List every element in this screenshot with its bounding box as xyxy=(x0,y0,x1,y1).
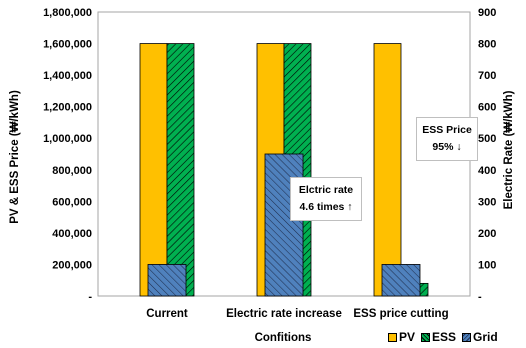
y2-axis-title: Electric Rate (₩/kWh) xyxy=(503,90,515,209)
bar-grid-current xyxy=(147,264,187,297)
annotation-electric-rate-line1: Elctric rate xyxy=(298,184,354,196)
right-tick-label: 200 xyxy=(478,228,496,240)
legend-swatch-ess xyxy=(421,332,431,342)
right-tick-label: 300 xyxy=(478,196,496,208)
annotation-ess-price: ESS Price 95% ↓ xyxy=(416,117,478,161)
legend-label-grid: Grid xyxy=(473,330,498,344)
annotation-ess-price-line2: 95% ↓ xyxy=(432,141,462,153)
left-axis-ticks: - 200,000 400,000 600,000 800,000 1,000,000 1,… xyxy=(43,7,92,303)
left-tick-label: 600,000 xyxy=(52,196,92,208)
right-tick-label: 600 xyxy=(478,102,496,114)
annotation-electric-rate: Elctric rate 4.6 times ↑ xyxy=(290,177,362,221)
right-tick-label: 900 xyxy=(478,7,496,19)
legend-swatch-pv xyxy=(388,332,397,342)
legend: PV ESS Grid xyxy=(388,329,498,345)
bar-grid-ess-price-cutting xyxy=(381,264,421,297)
right-tick-label: 400 xyxy=(478,165,496,177)
left-tick-label: - xyxy=(88,291,92,303)
annotation-ess-price-line1: ESS Price xyxy=(422,124,472,136)
right-tick-label: 700 xyxy=(478,70,496,82)
bars xyxy=(139,43,429,297)
bar-pv-ess-price-cutting xyxy=(373,43,402,297)
annotation-electric-rate-line2: 4.6 times ↑ xyxy=(299,201,353,213)
right-axis-ticks: - 100 200 300 400 500 600 700 800 900 xyxy=(478,7,496,303)
legend-swatch-grid xyxy=(462,332,472,342)
left-tick-label: 1,600,000 xyxy=(43,39,92,51)
right-tick-label: - xyxy=(478,291,482,303)
category-label: Current xyxy=(146,308,188,320)
left-tick-label: 1,400,000 xyxy=(43,70,92,82)
left-tick-label: 1,000,000 xyxy=(43,133,92,145)
legend-label-pv: PV xyxy=(399,330,416,344)
bar-pv-current xyxy=(139,43,168,297)
bar-grid-electric-rate-increase xyxy=(264,153,304,297)
left-tick-label: 1,200,000 xyxy=(43,102,92,114)
right-tick-label: 800 xyxy=(478,39,496,51)
right-tick-label: 100 xyxy=(478,259,496,271)
right-tick-label: 500 xyxy=(478,133,496,145)
left-tick-label: 400,000 xyxy=(52,228,92,240)
category-labels: Current Electric rate increase ESS price c… xyxy=(146,308,448,320)
category-label: ESS price cutting xyxy=(353,308,448,320)
left-tick-label: 800,000 xyxy=(52,165,92,177)
x-axis-title: Confitions xyxy=(255,332,312,344)
left-tick-label: 200,000 xyxy=(52,259,92,271)
category-label: Electric rate increase xyxy=(226,308,342,320)
legend-item-ess: ESS xyxy=(421,330,456,344)
legend-item-grid: Grid xyxy=(462,330,498,344)
y-axis-title: PV & ESS Price (₩/kWh) xyxy=(9,90,21,224)
legend-label-ess: ESS xyxy=(432,330,457,344)
bar-ess-current xyxy=(166,43,195,297)
legend-item-pv: PV xyxy=(388,330,415,344)
left-tick-label: 1,800,000 xyxy=(43,7,92,19)
